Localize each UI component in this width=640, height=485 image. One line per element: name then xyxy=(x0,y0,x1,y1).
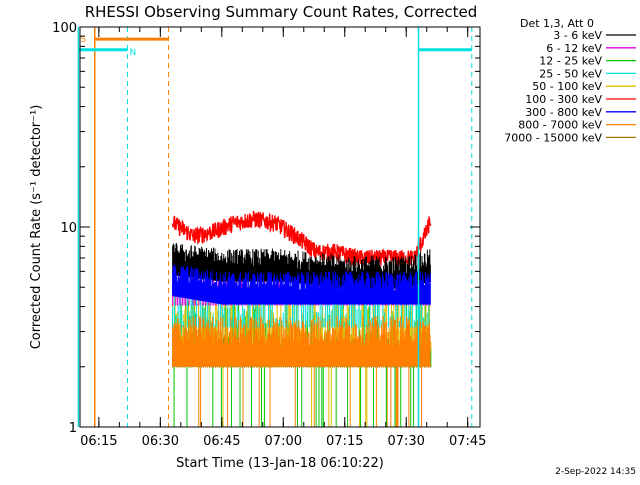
x-tick-label: 07:00 xyxy=(265,434,302,449)
series-band-path xyxy=(172,315,431,367)
date-stamp: 2-Sep-2022 14:35 xyxy=(555,467,636,477)
legend-entry-label: 300 - 800 keV xyxy=(525,106,602,119)
annotation-label: S xyxy=(80,35,86,45)
x-tick-label: 07:15 xyxy=(326,434,363,449)
series-line-path xyxy=(171,210,432,268)
x-axis-label: Start Time (13-Jan-18 06:10:22) xyxy=(176,456,384,471)
x-tick-label: 06:15 xyxy=(80,434,117,449)
y-tick-label: 1 xyxy=(69,421,77,436)
legend-entry-label: 100 - 300 keV xyxy=(525,93,602,106)
legend-header: Det 1,3, Att 0 xyxy=(520,17,594,30)
x-tick-label: 07:30 xyxy=(387,434,424,449)
y-tick-label: 10 xyxy=(60,221,77,236)
legend-entry-label: 3 - 6 keV xyxy=(553,29,602,42)
legend-entry-label: 12 - 25 keV xyxy=(539,55,602,68)
legend-entry-label: 50 - 100 keV xyxy=(532,80,602,93)
x-tick-label: 06:45 xyxy=(203,434,240,449)
annotation-label: N xyxy=(130,48,137,58)
y-axis-label: Corrected Count Rate (s⁻¹ detector⁻¹) xyxy=(29,105,44,350)
series-100-300-kev xyxy=(171,210,432,268)
y-tick-label: 100 xyxy=(52,21,77,36)
x-tick-label: 06:30 xyxy=(142,434,179,449)
x-tick-label: 07:45 xyxy=(449,434,486,449)
legend-entry-label: 25 - 50 keV xyxy=(539,67,602,80)
series-band-path xyxy=(172,264,431,305)
legend-entry-label: 6 - 12 keV xyxy=(546,42,602,55)
series-800-7000-kev xyxy=(172,315,431,367)
chart-title: RHESSI Observing Summary Count Rates, Co… xyxy=(85,3,478,21)
plot-area: SN xyxy=(77,27,473,427)
legend-entry-label: 7000 - 15000 keV xyxy=(504,131,602,144)
series-300-800-kev xyxy=(172,264,431,305)
legend-entry-label: 800 - 7000 keV xyxy=(518,119,602,132)
axes: 1 10 100 06:15 06:30 06:45 07:00 07:15 07:30 07:4… xyxy=(52,21,486,449)
